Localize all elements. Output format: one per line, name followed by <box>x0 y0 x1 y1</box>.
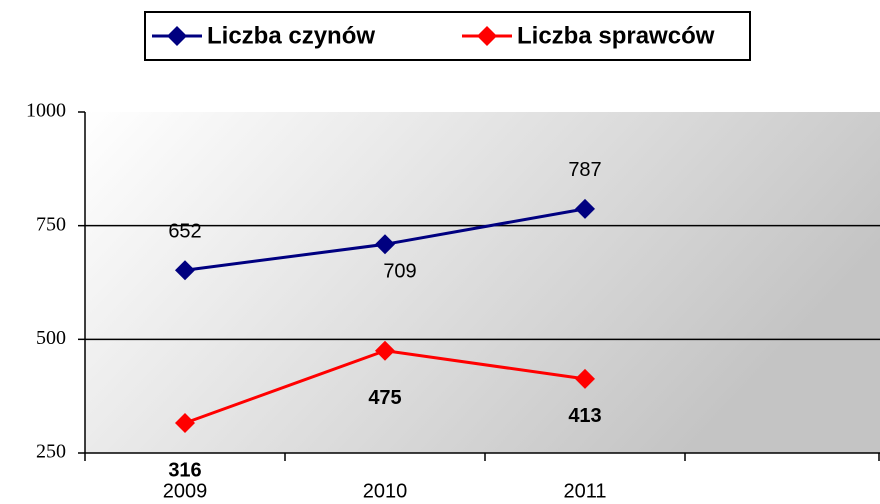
data-label: 475 <box>368 387 401 409</box>
y-tick-label: 500 <box>36 327 66 349</box>
plot-area <box>85 112 880 453</box>
x-tick-label: 2011 <box>563 480 606 502</box>
data-label: 787 <box>568 159 601 181</box>
marker <box>175 260 195 281</box>
data-label: 316 <box>168 459 201 481</box>
data-label: 709 <box>383 261 416 283</box>
legend-box <box>144 11 751 61</box>
legend-marker <box>477 26 497 46</box>
legend-label: Liczba czynów <box>207 22 375 49</box>
data-label: 413 <box>568 405 601 427</box>
marker <box>575 198 595 219</box>
y-tick-label: 1000 <box>26 100 66 122</box>
marker <box>375 234 395 255</box>
marker <box>575 368 595 389</box>
legend-label: Liczba sprawców <box>517 22 715 49</box>
x-tick-label: 2010 <box>363 480 408 502</box>
y-tick-label: 750 <box>36 213 66 235</box>
y-tick-label: 250 <box>36 441 66 463</box>
legend-marker <box>167 26 187 46</box>
marker <box>375 340 395 361</box>
x-tick-label: 2009 <box>163 480 208 502</box>
marker <box>175 412 195 433</box>
data-label: 652 <box>168 221 201 243</box>
